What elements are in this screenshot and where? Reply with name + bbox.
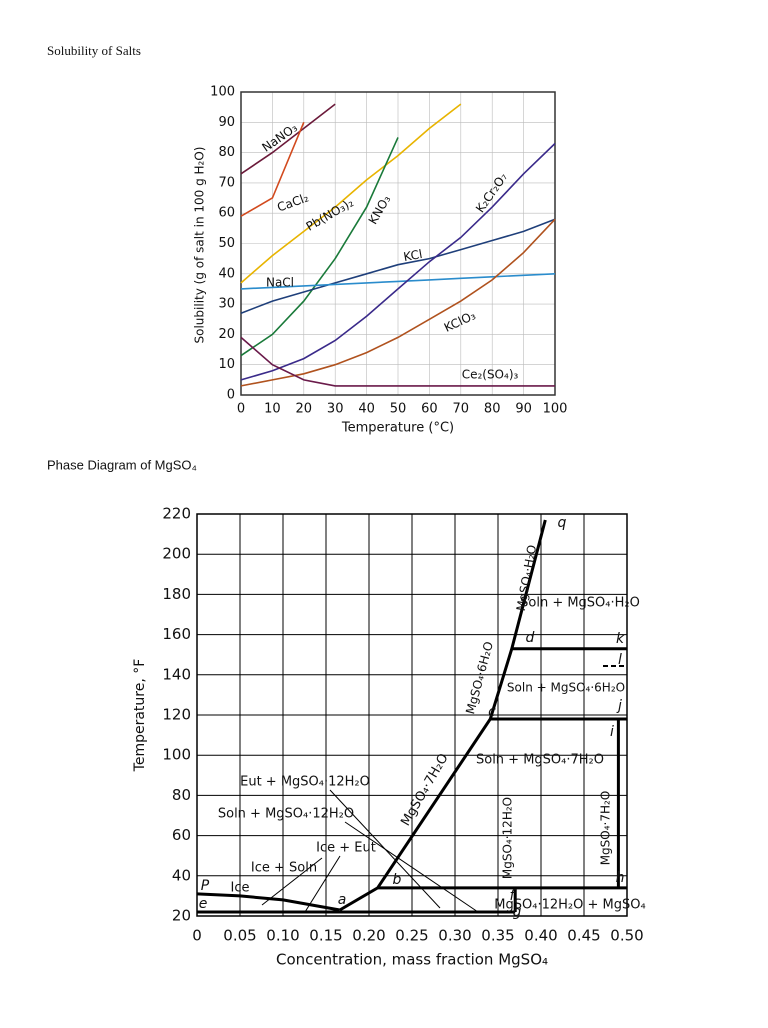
series-line [240, 121, 305, 217]
y-tick-label: 100 [162, 746, 191, 764]
plot-frame [240, 91, 556, 396]
x-tick-label: 80 [484, 402, 501, 417]
y-tick-label: 10 [218, 357, 235, 372]
x-tick-label: 10 [264, 402, 281, 417]
y-tick-label: 20 [218, 327, 235, 342]
x-tick-label: 100 [543, 402, 568, 417]
y-tick-label: 70 [218, 175, 235, 190]
series-line [240, 142, 556, 381]
caption: Solubility of Salts [47, 43, 141, 58]
plot-frame [196, 513, 628, 917]
series-line [196, 892, 341, 912]
annotation: Eut + MgSO₄·12H₂O [240, 775, 370, 790]
series-line [240, 218, 556, 314]
series-label: NaCl [266, 276, 294, 290]
x-tick-label: 0.05 [223, 927, 256, 945]
annotation: c [488, 704, 496, 720]
x-tick-label: 20 [296, 402, 313, 417]
annotation: a [338, 892, 347, 908]
x-tick-label: 70 [453, 402, 470, 417]
x-axis-label: Temperature (°C) [341, 421, 454, 436]
x-tick-label: 30 [327, 402, 344, 417]
annotation: g [513, 904, 522, 920]
x-tick-label: 0.40 [524, 927, 557, 945]
annotation: e [199, 896, 208, 912]
x-tick-label: 0.15 [309, 927, 342, 945]
annotation: Ice [231, 881, 250, 896]
x-tick-label: 0.45 [567, 927, 600, 945]
y-tick-label: 50 [218, 236, 235, 251]
x-tick-label: 60 [421, 402, 438, 417]
annotation: k [616, 631, 625, 647]
y-tick-label: 80 [218, 145, 235, 160]
annotation: b [393, 872, 402, 888]
annotation: Ice + Eut [316, 841, 376, 856]
y-tick-label: 30 [218, 297, 235, 312]
annotation: P [201, 878, 210, 894]
series-line [240, 218, 556, 387]
series-line [240, 103, 336, 175]
x-tick-label: 0.10 [266, 927, 299, 945]
y-tick-label: 80 [172, 786, 191, 804]
annotation: q [558, 515, 567, 531]
annotation: Soln + MgSO₄·6H₂O [507, 681, 625, 695]
pointer [304, 855, 341, 913]
annotation: Soln + MgSO₄·H₂O [520, 596, 640, 611]
series-label: Ce₂(SO₄)₃ [462, 368, 519, 382]
y-axis-label: Temperature, °F [132, 659, 148, 773]
x-tick-label: 0 [237, 402, 245, 417]
series-line [240, 103, 462, 284]
y-tick-label: 60 [172, 826, 191, 844]
series-line [240, 273, 556, 290]
annotation: j [616, 698, 622, 714]
annotation: d [526, 630, 535, 646]
caption: Phase Diagram of MgSO₄ [47, 457, 197, 472]
y-tick-label: 160 [162, 625, 191, 643]
series-line [240, 336, 555, 387]
y-tick-label: 40 [218, 266, 235, 281]
annotation: h [616, 870, 625, 886]
annotation: Soln + MgSO₄·7H₂O [476, 753, 604, 768]
annotation: i [610, 724, 614, 740]
y-tick-label: 90 [218, 115, 235, 130]
pointer [261, 857, 323, 906]
x-tick-label: 50 [390, 402, 407, 417]
x-tick-label: 0.50 [610, 927, 643, 945]
annotation: f [510, 888, 517, 904]
series-label: KCl [402, 247, 423, 264]
x-tick-label: 0.20 [352, 927, 385, 945]
x-tick-label: 40 [358, 402, 375, 417]
annotation: MgSO₄·12H₂O + MgSO₄ [494, 898, 645, 913]
annotation: Soln + MgSO₄·12H₂O [218, 807, 354, 822]
y-tick-label: 120 [162, 706, 191, 724]
x-tick-label: 90 [515, 402, 532, 417]
series-line [240, 137, 399, 357]
y-axis-label: Solubility (g of salt in 100 g H₂O) [193, 147, 207, 344]
y-tick-label: 60 [218, 206, 235, 221]
y-tick-label: 180 [162, 585, 191, 603]
annotation: MgSO₄·12H₂O [501, 797, 515, 879]
y-tick-label: 200 [162, 545, 191, 563]
x-tick-label: 0.30 [438, 927, 471, 945]
y-tick-label: 0 [227, 388, 235, 403]
y-tick-label: 20 [172, 907, 191, 925]
x-tick-label: 0 [192, 927, 202, 945]
annotation: l [618, 652, 622, 668]
y-tick-label: 40 [172, 866, 191, 884]
x-tick-label: 0.25 [395, 927, 428, 945]
annotation: Ice + Soln [251, 861, 317, 876]
x-axis-label: Concentration, mass fraction MgSO₄ [276, 951, 548, 969]
y-tick-label: 100 [210, 85, 235, 100]
x-tick-label: 0.35 [481, 927, 514, 945]
y-tick-label: 140 [162, 665, 191, 683]
annotation: MgSO₄·7H₂O [599, 791, 613, 866]
pointer [344, 821, 479, 913]
y-tick-label: 220 [162, 505, 191, 523]
